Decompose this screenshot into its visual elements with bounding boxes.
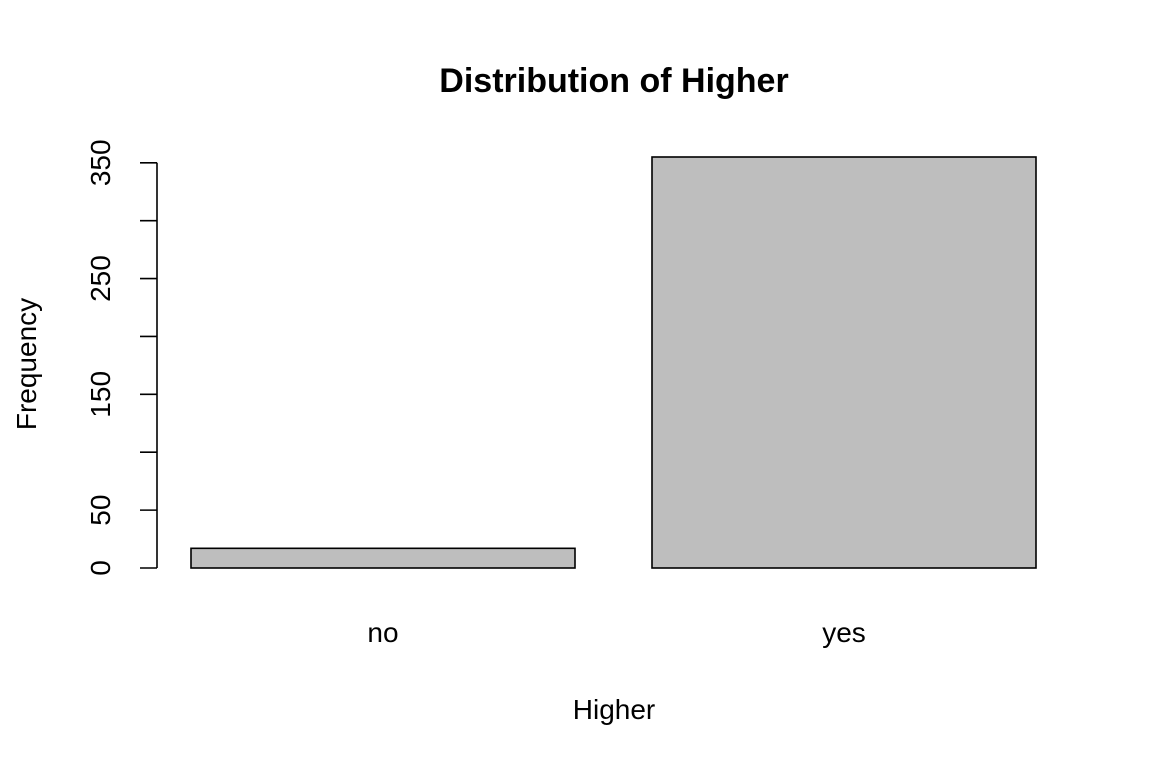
y-ticks: 0 50 150 250 350: [85, 139, 157, 576]
x-tick-label-no: no: [367, 617, 398, 648]
y-axis-label: Frequency: [11, 298, 42, 430]
y-tick-label: 50: [85, 495, 116, 526]
bars: [190, 156, 1037, 569]
y-tick-label: 250: [85, 255, 116, 302]
x-tick-label-yes: yes: [822, 617, 866, 648]
chart-title: Distribution of Higher: [439, 62, 788, 100]
bar-no: [190, 547, 576, 569]
x-axis-label: Higher: [573, 694, 655, 725]
bar-yes: [651, 156, 1037, 569]
y-tick-label: 350: [85, 139, 116, 186]
y-tick-label: 0: [85, 560, 116, 576]
y-tick-label: 150: [85, 371, 116, 418]
x-tick-labels: no yes: [367, 617, 865, 648]
